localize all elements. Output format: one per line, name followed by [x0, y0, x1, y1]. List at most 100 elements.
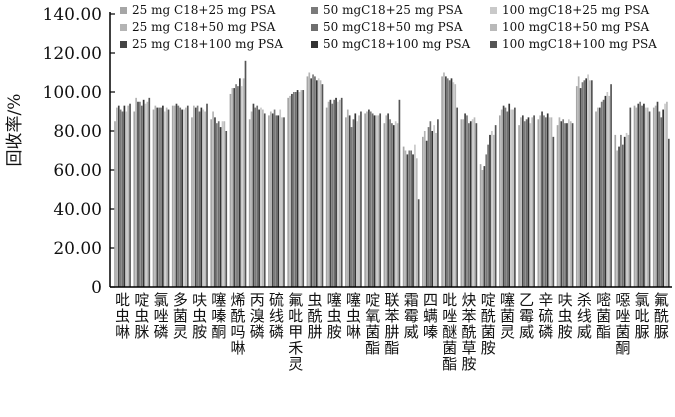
legend-swatch: [490, 7, 497, 14]
bars-layer: [114, 60, 670, 288]
bar: [160, 107, 162, 287]
x-category-label: 烯酰吗啉: [231, 291, 246, 357]
bar: [394, 121, 397, 287]
bar: [216, 123, 218, 287]
bar: [487, 144, 489, 287]
bar: [606, 92, 609, 287]
bar: [468, 123, 470, 287]
bar: [471, 119, 474, 287]
bar: [294, 92, 297, 287]
bar: [163, 111, 166, 287]
y-tick-label: 100.00: [43, 83, 102, 103]
bar: [338, 99, 341, 287]
bar: [533, 115, 535, 288]
bar: [387, 113, 389, 287]
legend-swatch: [311, 24, 318, 31]
bar: [637, 103, 640, 287]
bar: [379, 113, 382, 287]
bar: [277, 115, 280, 288]
bar: [629, 107, 632, 287]
bar: [269, 111, 272, 287]
bar: [240, 86, 243, 288]
bar: [171, 105, 174, 288]
bar: [268, 115, 270, 288]
bar: [348, 115, 351, 288]
bar: [239, 78, 241, 287]
bar: [325, 107, 328, 287]
bar: [602, 99, 605, 287]
bar: [410, 150, 412, 287]
x-category-label: 噻嗪酮: [211, 291, 226, 341]
bar: [525, 119, 528, 287]
bar: [191, 117, 193, 287]
legend-label: 100 mgC18+25 mg PSA: [502, 3, 650, 17]
x-category-label: 啶氧菌酯: [365, 291, 380, 357]
bar: [664, 103, 666, 287]
bar: [556, 125, 559, 288]
bar: [248, 119, 251, 287]
x-category-label: 嘧菌酯: [596, 291, 611, 341]
x-category-label: 氟酰脲: [654, 291, 669, 341]
bar: [616, 150, 618, 287]
bar: [333, 99, 336, 287]
bar: [314, 76, 316, 288]
bar: [597, 107, 599, 287]
bar: [346, 109, 349, 287]
y-tick-label: 20.00: [53, 239, 102, 259]
x-category-label: 丙溴磷: [250, 291, 265, 341]
bar: [502, 105, 505, 288]
bar: [514, 107, 516, 287]
bar: [214, 117, 216, 287]
x-category-label: 呋虫胺: [558, 291, 573, 341]
bar: [358, 115, 360, 288]
x-category-label: 氯吡脲: [635, 291, 650, 341]
legend-label: 25 mg C18+50 mg PSA: [132, 20, 276, 34]
x-category-label: 辛硫磷: [538, 291, 553, 341]
x-category-label: 虫酰肼: [308, 291, 323, 341]
legend: 25 mg C18+25 mg PSA 25 mg C18+50 mg PSA 25…: [120, 3, 657, 51]
bar: [140, 105, 143, 288]
bar: [441, 76, 443, 288]
bar: [658, 111, 661, 287]
bar: [473, 117, 476, 287]
bar: [435, 132, 437, 287]
bar: [656, 101, 659, 287]
bar: [242, 78, 245, 287]
bar: [298, 92, 301, 287]
bar: [564, 123, 566, 287]
bar: [202, 109, 205, 287]
legend-swatch: [490, 24, 497, 31]
legend-swatch: [311, 7, 318, 14]
legend-label: 50 mgC18+100 mg PSA: [323, 37, 471, 51]
bar: [306, 76, 309, 288]
bar: [437, 119, 439, 287]
bar: [231, 88, 234, 287]
bar: [135, 97, 137, 287]
bar: [287, 97, 290, 287]
bar: [500, 109, 503, 287]
bar: [583, 80, 586, 287]
bar: [454, 84, 457, 287]
bar: [417, 199, 420, 287]
bar: [531, 117, 534, 287]
bar: [587, 74, 589, 287]
bar: [291, 93, 293, 287]
bar: [364, 113, 366, 287]
bar: [431, 131, 434, 287]
bar: [137, 101, 139, 287]
bar: [429, 121, 432, 287]
bar: [244, 60, 247, 287]
bar: [383, 123, 386, 287]
bar: [133, 111, 136, 287]
bar: [350, 127, 353, 287]
bar: [152, 109, 155, 287]
bar: [366, 111, 368, 287]
bar: [415, 158, 418, 287]
x-category-label: 多菌灵: [173, 291, 188, 341]
bar: [544, 117, 547, 287]
bar: [142, 99, 145, 287]
bar: [552, 136, 555, 287]
bar: [210, 119, 213, 287]
bar: [610, 84, 612, 287]
